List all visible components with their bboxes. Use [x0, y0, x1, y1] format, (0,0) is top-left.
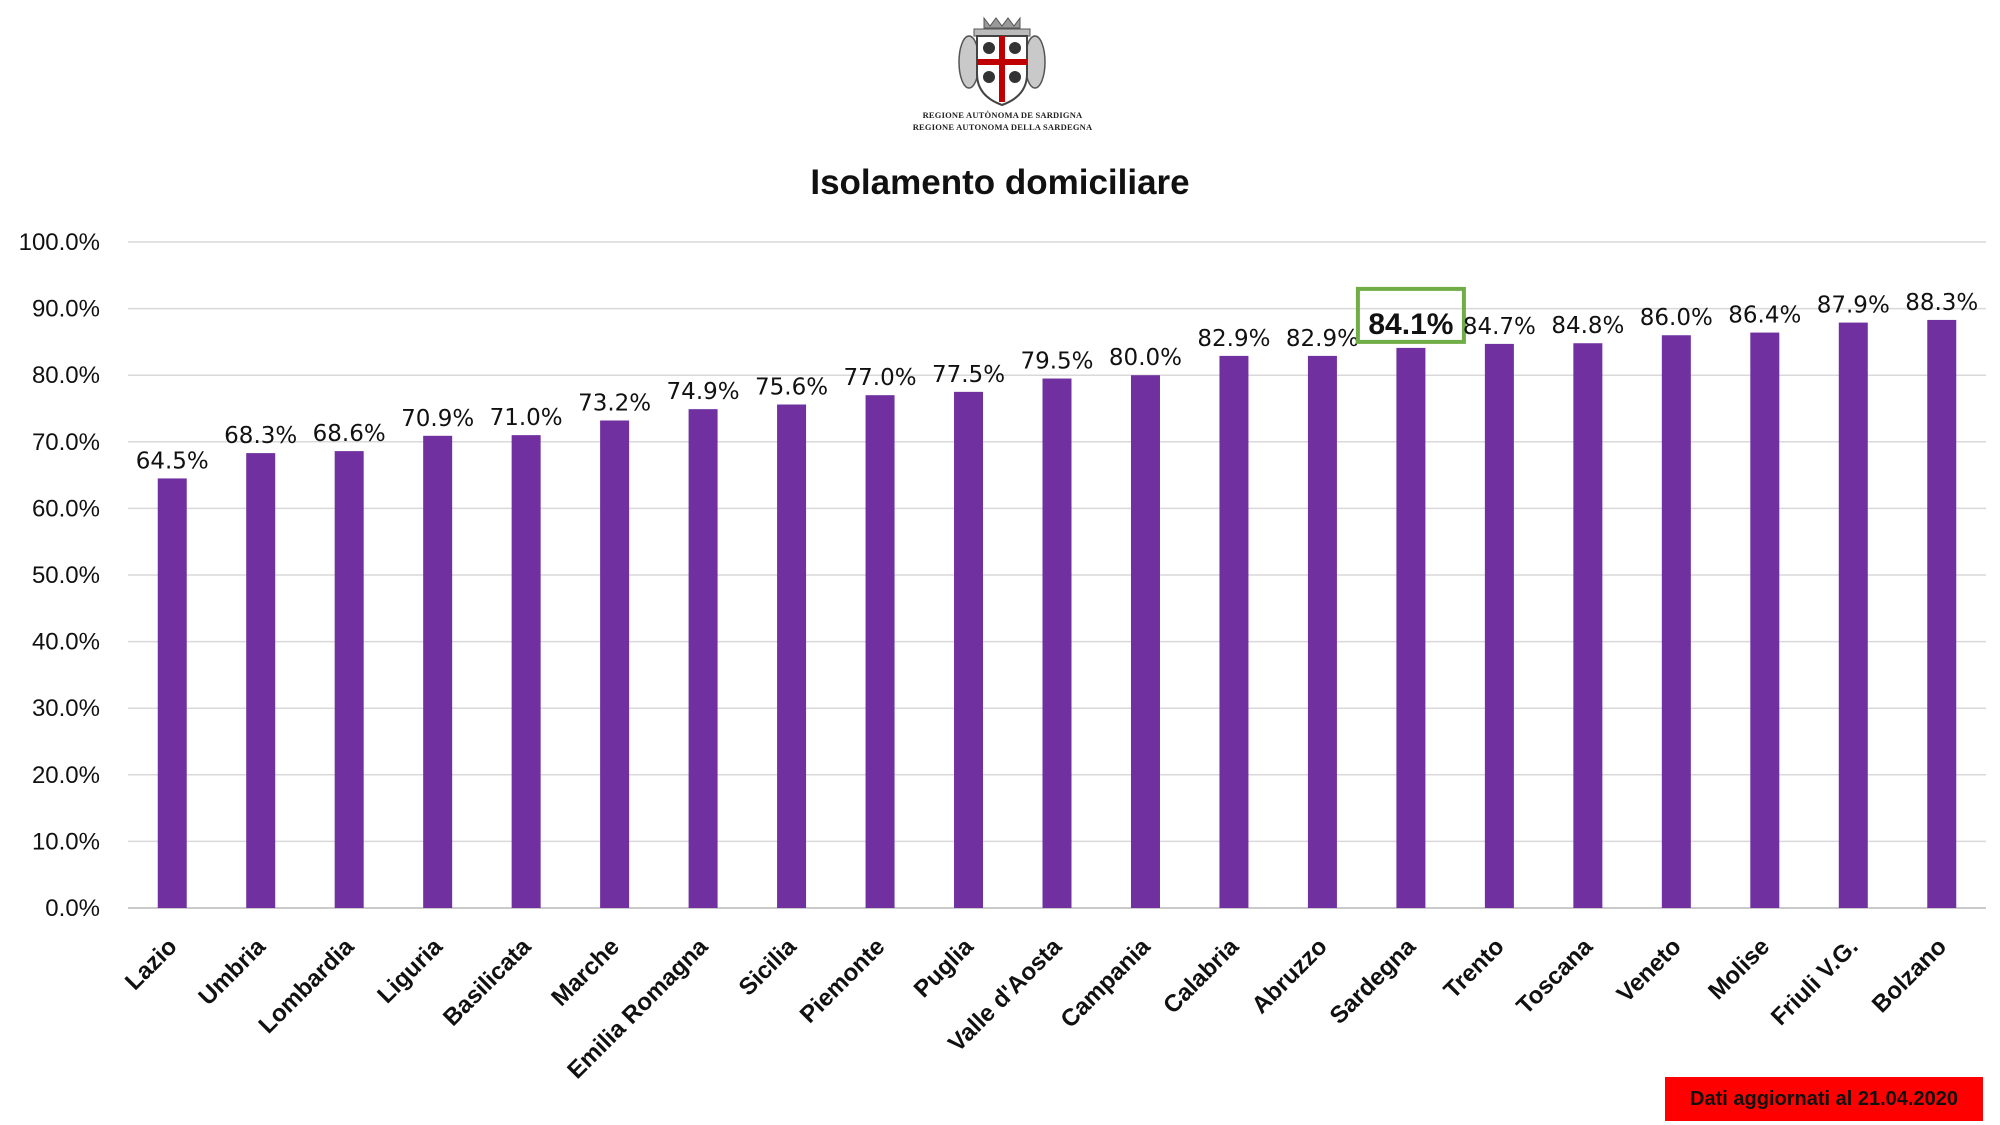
y-tick-label: 0.0%	[45, 895, 100, 922]
data-update-badge: Dati aggiornati al 21.04.2020	[1665, 1077, 1983, 1121]
y-tick-label: 30.0%	[32, 695, 100, 722]
data-label: 71.0%	[490, 405, 563, 431]
x-tick-label: Abruzzo	[1247, 933, 1333, 1019]
x-tick-label: Campania	[1056, 933, 1157, 1034]
data-label: 79.5%	[1020, 349, 1093, 375]
y-tick-label: 70.0%	[32, 429, 100, 456]
bar-veneto	[1661, 335, 1691, 908]
x-tick-label: Lazio	[120, 933, 182, 995]
data-label: 82.9%	[1286, 326, 1359, 352]
data-label: 64.5%	[136, 448, 209, 474]
y-tick-label: 10.0%	[32, 828, 100, 855]
x-tick-label: Trento	[1439, 933, 1510, 1004]
bar-emilia-romagna	[688, 409, 718, 908]
bar-marche	[600, 420, 630, 908]
data-label: 84.7%	[1463, 314, 1536, 340]
x-tick-label: Molise	[1703, 933, 1775, 1005]
x-tick-label: Umbria	[193, 933, 271, 1011]
x-tick-label: Calabria	[1158, 933, 1245, 1020]
x-tick-label: Veneto	[1612, 933, 1687, 1008]
x-tick-label: Puglia	[909, 933, 979, 1003]
y-tick-label: 60.0%	[32, 495, 100, 522]
sardinia-coat-of-arms-icon	[958, 16, 1046, 107]
bar-toscana	[1573, 343, 1603, 908]
x-tick-label: Lombardia	[254, 933, 360, 1039]
x-tick-label: Toscana	[1511, 933, 1598, 1020]
data-label: 80.0%	[1109, 345, 1182, 371]
chart-title: Isolamento domiciliare	[810, 163, 1190, 202]
x-tick-label: Marche	[546, 933, 625, 1012]
x-tick-label: Sicilia	[734, 933, 803, 1002]
data-label: 86.4%	[1728, 303, 1801, 329]
data-label: 73.2%	[578, 390, 651, 416]
bar-molise	[1750, 332, 1780, 908]
bar-campania	[1130, 375, 1160, 908]
bar-friuli-v-g-	[1838, 322, 1868, 908]
x-tick-label: Sardegna	[1325, 933, 1422, 1030]
highlight-box	[1355, 286, 1466, 344]
bar-puglia	[954, 391, 984, 909]
bar-liguria	[423, 435, 453, 908]
x-tick-label: Friuli V.G.	[1766, 933, 1864, 1031]
region-logo: REGIONE AUTÒNOMA DE SARDIGNA REGIONE AUT…	[880, 14, 1125, 139]
bar-lombardia	[334, 451, 364, 908]
x-tick-label: Piemonte	[795, 933, 890, 1028]
data-label: 82.9%	[1197, 326, 1270, 352]
data-label: 84.8%	[1551, 313, 1624, 339]
bar-abruzzo	[1307, 355, 1337, 908]
bar-valle-d-aosta	[1042, 378, 1072, 908]
bar-sardegna	[1396, 347, 1426, 908]
data-label: 77.0%	[844, 365, 917, 391]
x-tick-label: Bolzano	[1867, 933, 1952, 1018]
highlighted-data-label: 84.1%	[1368, 308, 1453, 341]
logo-text-sardinian: REGIONE AUTÒNOMA DE SARDIGNA	[922, 110, 1083, 120]
bar-piemonte	[865, 395, 895, 908]
y-tick-label: 40.0%	[32, 629, 100, 656]
data-label: 86.0%	[1640, 305, 1713, 331]
data-label: 77.5%	[932, 362, 1005, 388]
bar-bolzano	[1927, 319, 1957, 908]
data-label: 87.9%	[1817, 293, 1890, 319]
bar-trento	[1484, 343, 1514, 908]
bar-sicilia	[777, 404, 807, 908]
bar-umbria	[246, 453, 276, 908]
x-tick-label: Basilicata	[438, 933, 537, 1032]
data-label: 75.6%	[755, 375, 828, 401]
y-tick-label: 20.0%	[32, 762, 100, 789]
data-label: 74.9%	[667, 379, 740, 405]
y-tick-label: 50.0%	[32, 562, 100, 589]
y-tick-label: 90.0%	[32, 296, 100, 323]
bar-lazio	[157, 478, 187, 908]
y-tick-label: 100.0%	[19, 229, 100, 256]
data-label: 88.3%	[1905, 290, 1978, 316]
data-label: 70.9%	[401, 406, 474, 432]
bar-basilicata	[511, 435, 541, 908]
bar-calabria	[1219, 355, 1249, 908]
data-label: 68.6%	[313, 421, 386, 447]
logo-text-italian: REGIONE AUTONOMA DELLA SARDEGNA	[912, 122, 1093, 132]
y-tick-label: 80.0%	[32, 362, 100, 389]
data-label: 68.3%	[224, 423, 297, 449]
x-tick-label: Liguria	[372, 933, 448, 1009]
